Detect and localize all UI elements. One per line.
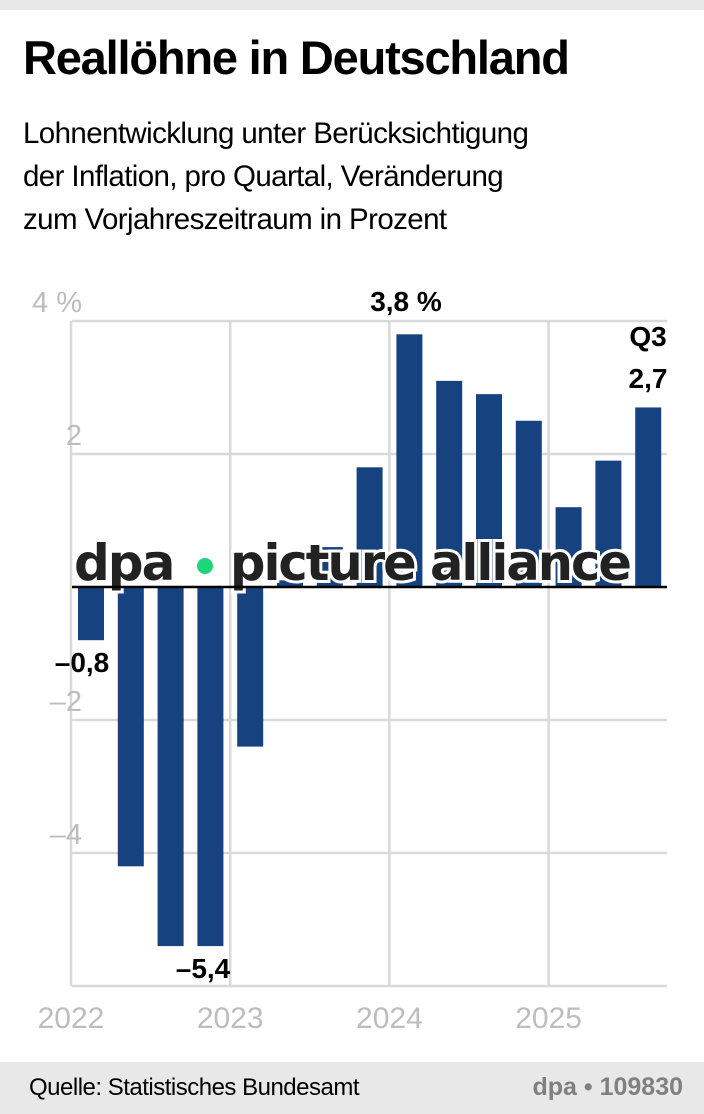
bar — [515, 420, 542, 587]
value-label: 2,7 — [629, 363, 668, 394]
y-tick-label: –2 — [50, 686, 82, 718]
y-tick-label: –4 — [50, 819, 82, 851]
subtitle-line: zum Vorjahreszeitraum in Prozent — [23, 203, 447, 236]
bar — [157, 587, 184, 947]
y-axis-labels: 4 % 2 –2 –4 — [32, 287, 82, 851]
data-annotations: –0,8 –5,4 3,8 % Q3 2,7 — [55, 286, 668, 984]
credit-text: dpa • 109830 — [532, 1073, 683, 1101]
footer-bar: Quelle: Statistisches Bundesamt dpa • 10… — [0, 1062, 704, 1114]
bar — [436, 380, 463, 587]
bar-chart: 4 % 2 –2 –4 2022 2023 2024 2025 dpa picture all… — [32, 286, 668, 1035]
bar — [635, 407, 662, 587]
value-label: 3,8 % — [370, 286, 442, 317]
bar — [78, 587, 104, 641]
value-label: –5,4 — [176, 953, 231, 984]
bar — [197, 587, 224, 947]
watermark-dpa: dpa — [74, 534, 173, 592]
x-tick-label: 2024 — [356, 1002, 423, 1035]
bar — [476, 394, 502, 587]
y-tick-label: 4 % — [32, 287, 82, 319]
bar — [555, 507, 582, 587]
x-tick-label: 2025 — [515, 1002, 582, 1035]
bar — [237, 587, 264, 747]
watermark-picture-alliance: picture alliance — [230, 534, 630, 592]
top-strip — [0, 0, 704, 10]
bar — [595, 460, 622, 587]
bar — [316, 547, 343, 587]
bar — [356, 467, 383, 587]
y-tick-label: 2 — [66, 420, 82, 452]
value-label: –0,8 — [55, 647, 110, 678]
x-tick-label: 2023 — [197, 1002, 264, 1035]
chart-subtitle: Lohnentwicklung unter Berücksichtigung d… — [23, 112, 703, 241]
dpa-picture-alliance-watermark: dpa picture alliance — [71, 531, 635, 595]
bar — [117, 587, 144, 867]
bar — [396, 334, 423, 587]
x-tick-label: 2022 — [38, 1002, 105, 1035]
watermark-dot — [197, 558, 213, 574]
chart-title: Reallöhne in Deutschland — [23, 31, 570, 84]
bar-series — [78, 334, 662, 947]
source-text: Quelle: Statistisches Bundesamt — [29, 1074, 360, 1101]
subtitle-line: Lohnentwicklung unter Berücksichtigung — [23, 117, 529, 150]
subtitle-line: der Inflation, pro Quartal, Veränderung — [23, 160, 504, 193]
value-label: Q3 — [629, 321, 666, 352]
x-axis-labels: 2022 2023 2024 2025 — [38, 1002, 582, 1035]
bar — [277, 580, 303, 587]
